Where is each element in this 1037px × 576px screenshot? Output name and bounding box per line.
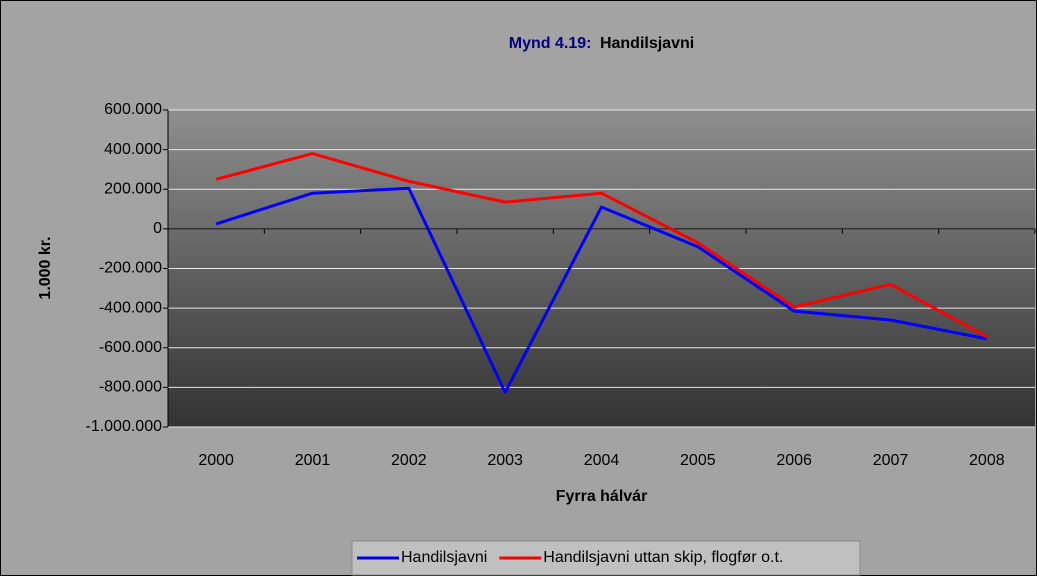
- y-tick-label: 600.000: [104, 101, 162, 118]
- series-line: [215, 186, 988, 394]
- legend-label: Handilsjavni uttan skip, flogfør o.t.: [543, 549, 783, 566]
- x-axis-label: Fyrra hálvár: [556, 488, 648, 505]
- y-tick-label: 0: [153, 220, 162, 237]
- y-tick-label: -400.000: [99, 299, 162, 316]
- chart-title: Mynd 4.19: Handilsjavni: [509, 35, 694, 52]
- x-tick-label: 2004: [584, 452, 620, 469]
- x-tick-label: 2006: [776, 452, 812, 469]
- y-tick-label: -1.000.000: [85, 418, 162, 435]
- title-text: Handilsjavni: [600, 35, 694, 52]
- series-line: [215, 152, 988, 339]
- y-tick-label: 400.000: [104, 141, 162, 158]
- legend: [351, 540, 861, 576]
- y-tick-label: 200.000: [104, 180, 162, 197]
- y-axis-label: 1.000 kr.: [37, 236, 54, 299]
- x-tick-label: 2007: [873, 452, 909, 469]
- x-tick-label: 2005: [680, 452, 716, 469]
- x-tick-label: 2002: [391, 452, 427, 469]
- y-tick-label: -800.000: [99, 379, 162, 396]
- legend-label: Handilsjavni: [401, 549, 487, 566]
- y-tick-label: -200.000: [99, 260, 162, 277]
- title-label: Mynd 4.19:: [509, 35, 592, 52]
- x-tick-label: 2000: [198, 452, 234, 469]
- y-tick-label: -600.000: [99, 339, 162, 356]
- x-tick-label: 2001: [295, 452, 331, 469]
- x-tick-label: 2008: [969, 452, 1005, 469]
- x-tick-label: 2003: [487, 452, 523, 469]
